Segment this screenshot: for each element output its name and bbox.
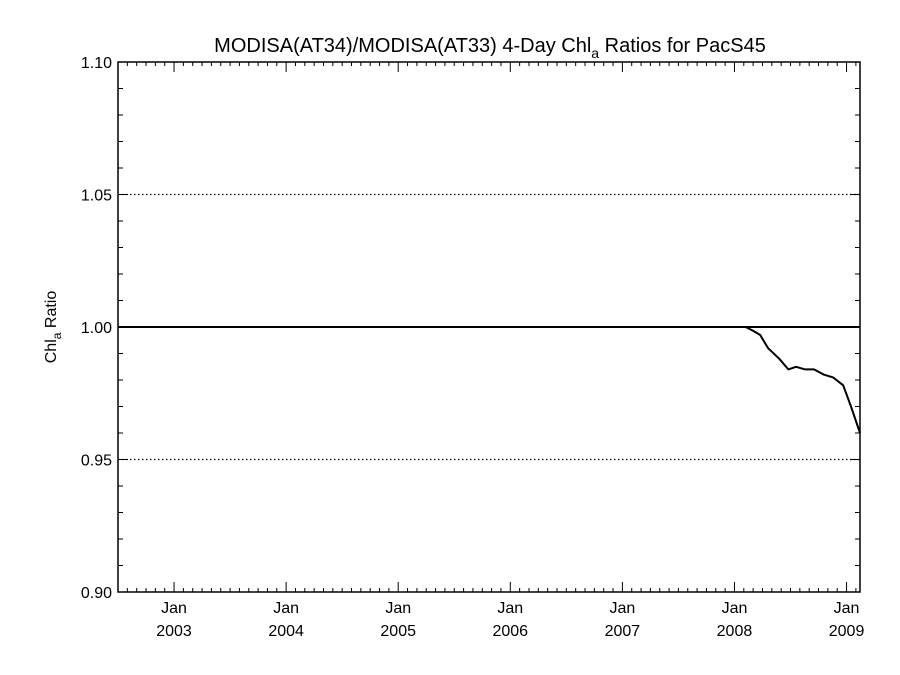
x-tick-label-year: 2003 [156, 623, 192, 640]
x-tick-label-year: 2004 [268, 623, 304, 640]
labels-layer: 0.90 0.95 1.00 1.05 1.10 Jan 2003 Jan 2004 Jan 200… [81, 55, 865, 640]
x-tick-label-year: 2007 [605, 623, 641, 640]
x-tick-label-month: Jan [161, 600, 187, 617]
chart-title-main: MODISA(AT34)/MODISA(AT33) 4-Day Chl [214, 35, 591, 57]
y-tick-label: 1.00 [81, 320, 112, 337]
x-tick-label-month: Jan [273, 600, 299, 617]
chart-title: MODISA(AT34)/MODISA(AT33) 4-Day Chla Rat… [214, 35, 766, 61]
series-line [118, 326, 861, 434]
series-layer [118, 326, 861, 434]
chart-title-tail: Ratios for PacS45 [599, 35, 766, 57]
x-tick-label-month: Jan [834, 600, 860, 617]
x-tick-label-month: Jan [385, 600, 411, 617]
x-tick-label-year: 2009 [829, 623, 865, 640]
chart-title-subscript: a [591, 45, 599, 61]
x-tick-label-month: Jan [722, 600, 748, 617]
y-axis-title: Chla Ratio [43, 291, 64, 364]
plot-frame [117, 61, 861, 593]
y-axis-title-subscript: a [50, 332, 64, 339]
y-axis-title-tail: Ratio [43, 291, 60, 333]
x-tick-label-month: Jan [609, 600, 635, 617]
y-axis-title-main: Chl [43, 339, 60, 363]
y-tick-label: 1.05 [81, 188, 112, 205]
y-tick-label: 0.95 [81, 453, 112, 470]
x-tick-label-year: 2008 [717, 623, 753, 640]
x-tick-label-year: 2006 [492, 623, 528, 640]
x-tick-label-year: 2005 [380, 623, 416, 640]
y-tick-label: 0.90 [81, 585, 112, 602]
y-tick-label: 1.10 [81, 55, 112, 72]
x-tick-label-month: Jan [497, 600, 523, 617]
